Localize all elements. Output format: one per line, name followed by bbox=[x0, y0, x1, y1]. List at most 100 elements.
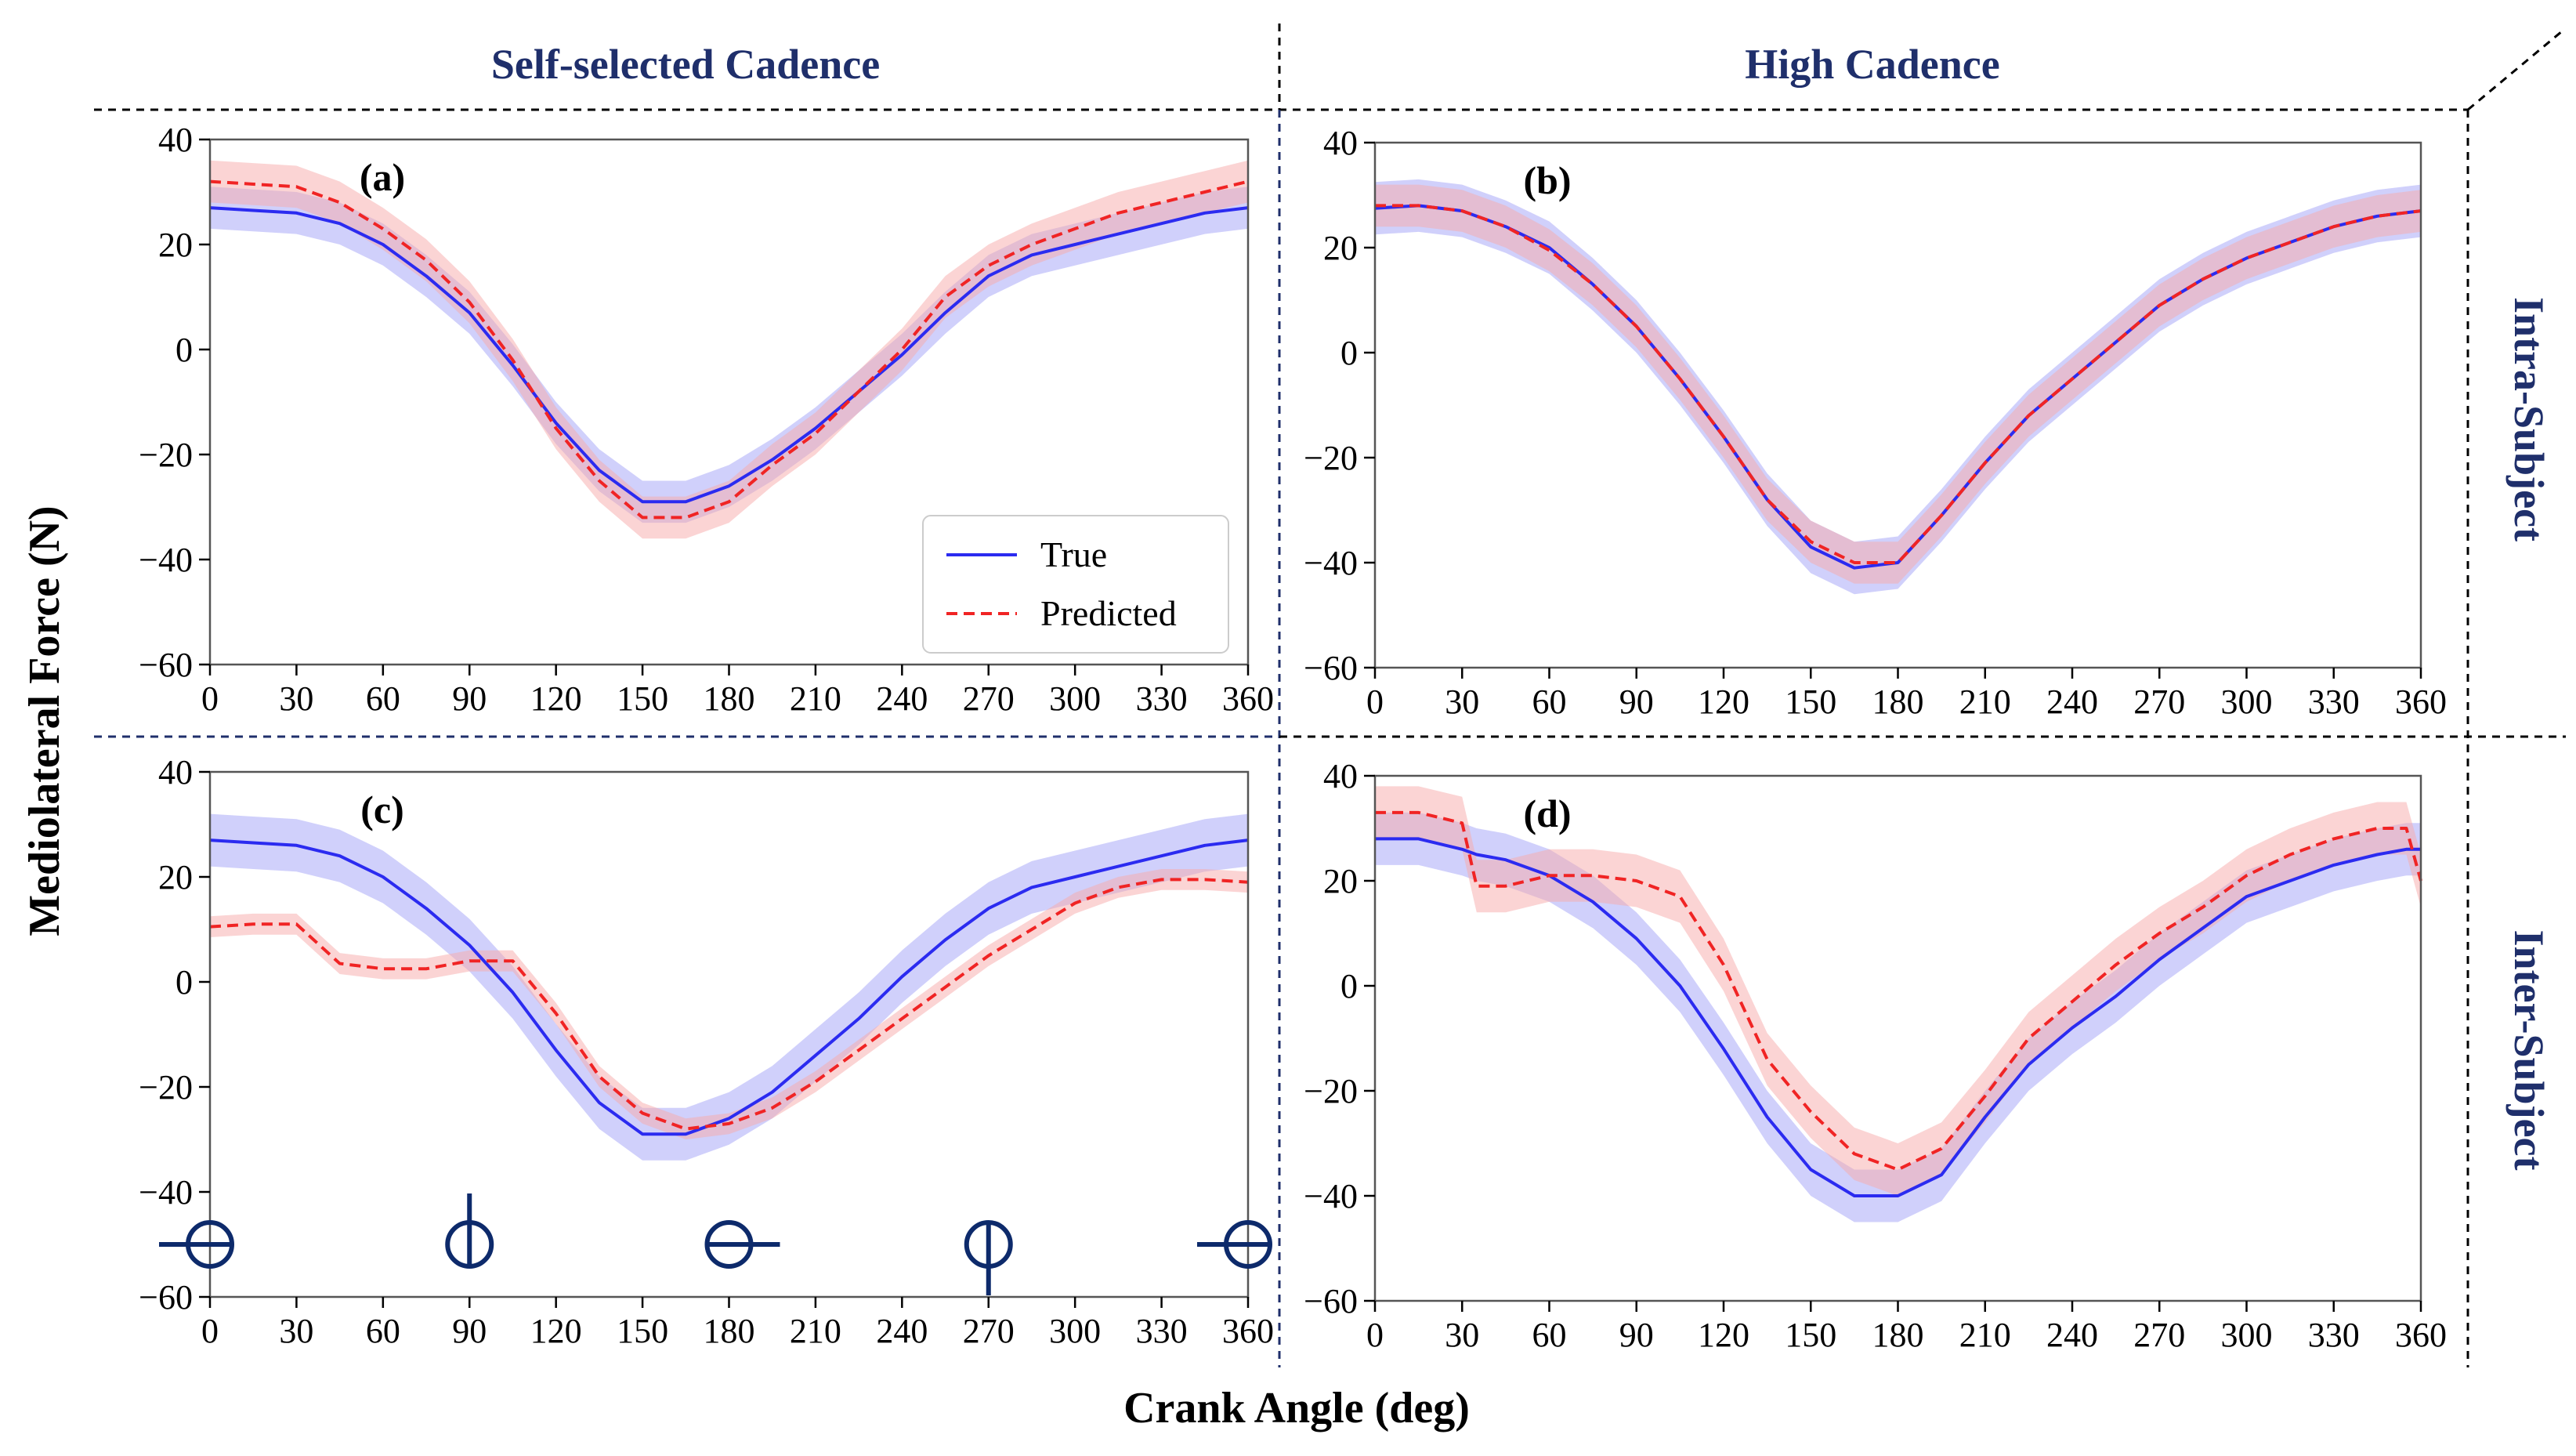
x-tick-label: 90 bbox=[452, 679, 487, 718]
x-tick-label: 300 bbox=[2221, 683, 2273, 721]
y-tick-label: −60 bbox=[1304, 1282, 1358, 1320]
y-tick-label: −20 bbox=[1304, 439, 1358, 477]
x-tick-label: 180 bbox=[704, 679, 755, 718]
band-true-3 bbox=[1375, 812, 2421, 1222]
panel-label: (a) bbox=[360, 155, 405, 199]
x-tick-label: 240 bbox=[876, 1312, 928, 1350]
x-tick-label: 180 bbox=[1872, 683, 1924, 721]
x-tick-label: 90 bbox=[452, 1312, 487, 1350]
x-tick-label: 240 bbox=[876, 679, 928, 718]
chart-panel-1: 0 30 60 90 120 150 180 210 240 270 300 330 36040200−… bbox=[1304, 124, 2447, 721]
x-tick-label: 30 bbox=[279, 1312, 313, 1350]
panel-label: (b) bbox=[1523, 158, 1571, 202]
row-title-intra: Intra-Subject bbox=[2505, 297, 2552, 541]
y-tick-label: 40 bbox=[1323, 757, 1358, 795]
x-tick-label: 330 bbox=[2308, 1316, 2360, 1354]
chart-panel-0: 0 30 60 90 120 150 180 210 240 270 300 330 36040200−… bbox=[139, 121, 1274, 718]
x-tick-label: 210 bbox=[790, 1312, 841, 1350]
x-tick-label: 90 bbox=[1619, 683, 1654, 721]
x-tick-label: 360 bbox=[2395, 1316, 2447, 1354]
col-title-high: High Cadence bbox=[1745, 41, 2000, 88]
x-tick-label: 300 bbox=[1049, 1312, 1101, 1350]
col-title-self-selected: Self-selected Cadence bbox=[491, 41, 880, 88]
line-true-1 bbox=[1374, 204, 2422, 570]
line-predicted-3 bbox=[1375, 810, 2422, 1172]
x-tick-label: 60 bbox=[366, 679, 400, 718]
chart-panel-3: 0 30 60 90 120 150 180 210 240 270 300 330 36040200−… bbox=[1304, 757, 2447, 1354]
x-tick-label: 180 bbox=[1872, 1316, 1924, 1354]
x-tick-label: 0 bbox=[1366, 683, 1384, 721]
row-title-inter: Inter-Subject bbox=[2505, 930, 2552, 1171]
y-tick-label: 0 bbox=[1340, 334, 1358, 372]
line-true-3 bbox=[1375, 837, 2421, 1197]
y-tick-label: −20 bbox=[139, 436, 193, 474]
x-tick-label: 210 bbox=[790, 679, 841, 718]
y-tick-label: −20 bbox=[1304, 1072, 1358, 1110]
y-tick-label: −60 bbox=[139, 646, 193, 684]
x-tick-label: 60 bbox=[366, 1312, 400, 1350]
x-tick-label: 330 bbox=[2308, 683, 2360, 721]
band-predicted-0 bbox=[210, 160, 1248, 539]
y-tick-label: 40 bbox=[158, 753, 193, 791]
x-tick-label: 330 bbox=[1136, 679, 1188, 718]
panel-label: (c) bbox=[360, 788, 404, 831]
x-tick-label: 150 bbox=[617, 1312, 668, 1350]
y-tick-label: 20 bbox=[158, 858, 193, 896]
band-predicted-3 bbox=[1375, 786, 2421, 1196]
x-tick-label: 360 bbox=[1222, 1312, 1274, 1350]
x-tick-label: 360 bbox=[2395, 683, 2447, 721]
x-axis-label: Crank Angle (deg) bbox=[1123, 1384, 1470, 1432]
x-tick-label: 30 bbox=[1445, 1316, 1479, 1354]
x-tick-label: 0 bbox=[201, 679, 219, 718]
pedal-position-360-icon bbox=[1197, 1220, 1272, 1269]
y-tick-label: −40 bbox=[1304, 1177, 1358, 1215]
x-tick-label: 30 bbox=[1445, 683, 1479, 721]
y-tick-label: 0 bbox=[1340, 967, 1358, 1005]
x-tick-label: 120 bbox=[530, 679, 582, 718]
x-tick-label: 270 bbox=[2133, 683, 2185, 721]
x-tick-label: 240 bbox=[2046, 1316, 2098, 1354]
x-tick-label: 0 bbox=[1366, 1316, 1384, 1354]
y-tick-label: −40 bbox=[1304, 544, 1358, 582]
line-true-0 bbox=[209, 206, 1249, 504]
x-tick-label: 210 bbox=[1959, 683, 2011, 721]
legend-box bbox=[922, 515, 1229, 654]
x-tick-label: 300 bbox=[1049, 679, 1101, 718]
x-tick-label: 240 bbox=[2046, 683, 2098, 721]
y-tick-label: −60 bbox=[1304, 649, 1358, 687]
y-tick-label: 40 bbox=[1323, 124, 1358, 162]
legend-label-true: True bbox=[1040, 534, 1107, 574]
x-tick-label: 60 bbox=[1532, 683, 1567, 721]
y-tick-label: 0 bbox=[175, 963, 193, 1001]
y-tick-label: −60 bbox=[139, 1278, 193, 1317]
x-tick-label: 150 bbox=[1785, 1316, 1836, 1354]
y-tick-label: −20 bbox=[139, 1068, 193, 1106]
x-tick-label: 210 bbox=[1959, 1316, 2011, 1354]
chart-panel-2: 0 30 60 90 120 150 180 210 240 270 300 330 36040200−… bbox=[139, 753, 1274, 1350]
x-tick-label: 270 bbox=[963, 1312, 1015, 1350]
line-predicted-2 bbox=[209, 878, 1249, 1131]
y-tick-label: 20 bbox=[158, 226, 193, 264]
y-axis-label: Mediolateral Force (N) bbox=[20, 505, 69, 936]
separator-right-diagonal bbox=[2467, 30, 2563, 111]
y-tick-label: 0 bbox=[175, 331, 193, 369]
x-tick-label: 90 bbox=[1619, 1316, 1654, 1354]
x-tick-label: 0 bbox=[201, 1312, 219, 1350]
x-tick-label: 330 bbox=[1136, 1312, 1188, 1350]
x-tick-label: 120 bbox=[1698, 683, 1749, 721]
y-tick-label: −40 bbox=[139, 541, 193, 579]
x-tick-label: 270 bbox=[963, 679, 1015, 718]
x-tick-label: 300 bbox=[2221, 1316, 2273, 1354]
pedal-position-180-icon bbox=[704, 1220, 780, 1269]
legend-label-predicted: Predicted bbox=[1040, 593, 1177, 633]
line-true-2 bbox=[209, 838, 1249, 1136]
x-tick-label: 120 bbox=[1698, 1316, 1749, 1354]
y-tick-label: 20 bbox=[1323, 229, 1358, 267]
panel-label: (d) bbox=[1523, 791, 1571, 835]
pedal-position-0-icon bbox=[159, 1220, 234, 1269]
x-tick-label: 180 bbox=[704, 1312, 755, 1350]
y-tick-label: 20 bbox=[1323, 862, 1358, 900]
x-tick-label: 150 bbox=[1785, 683, 1836, 721]
band-true-2 bbox=[210, 813, 1248, 1161]
